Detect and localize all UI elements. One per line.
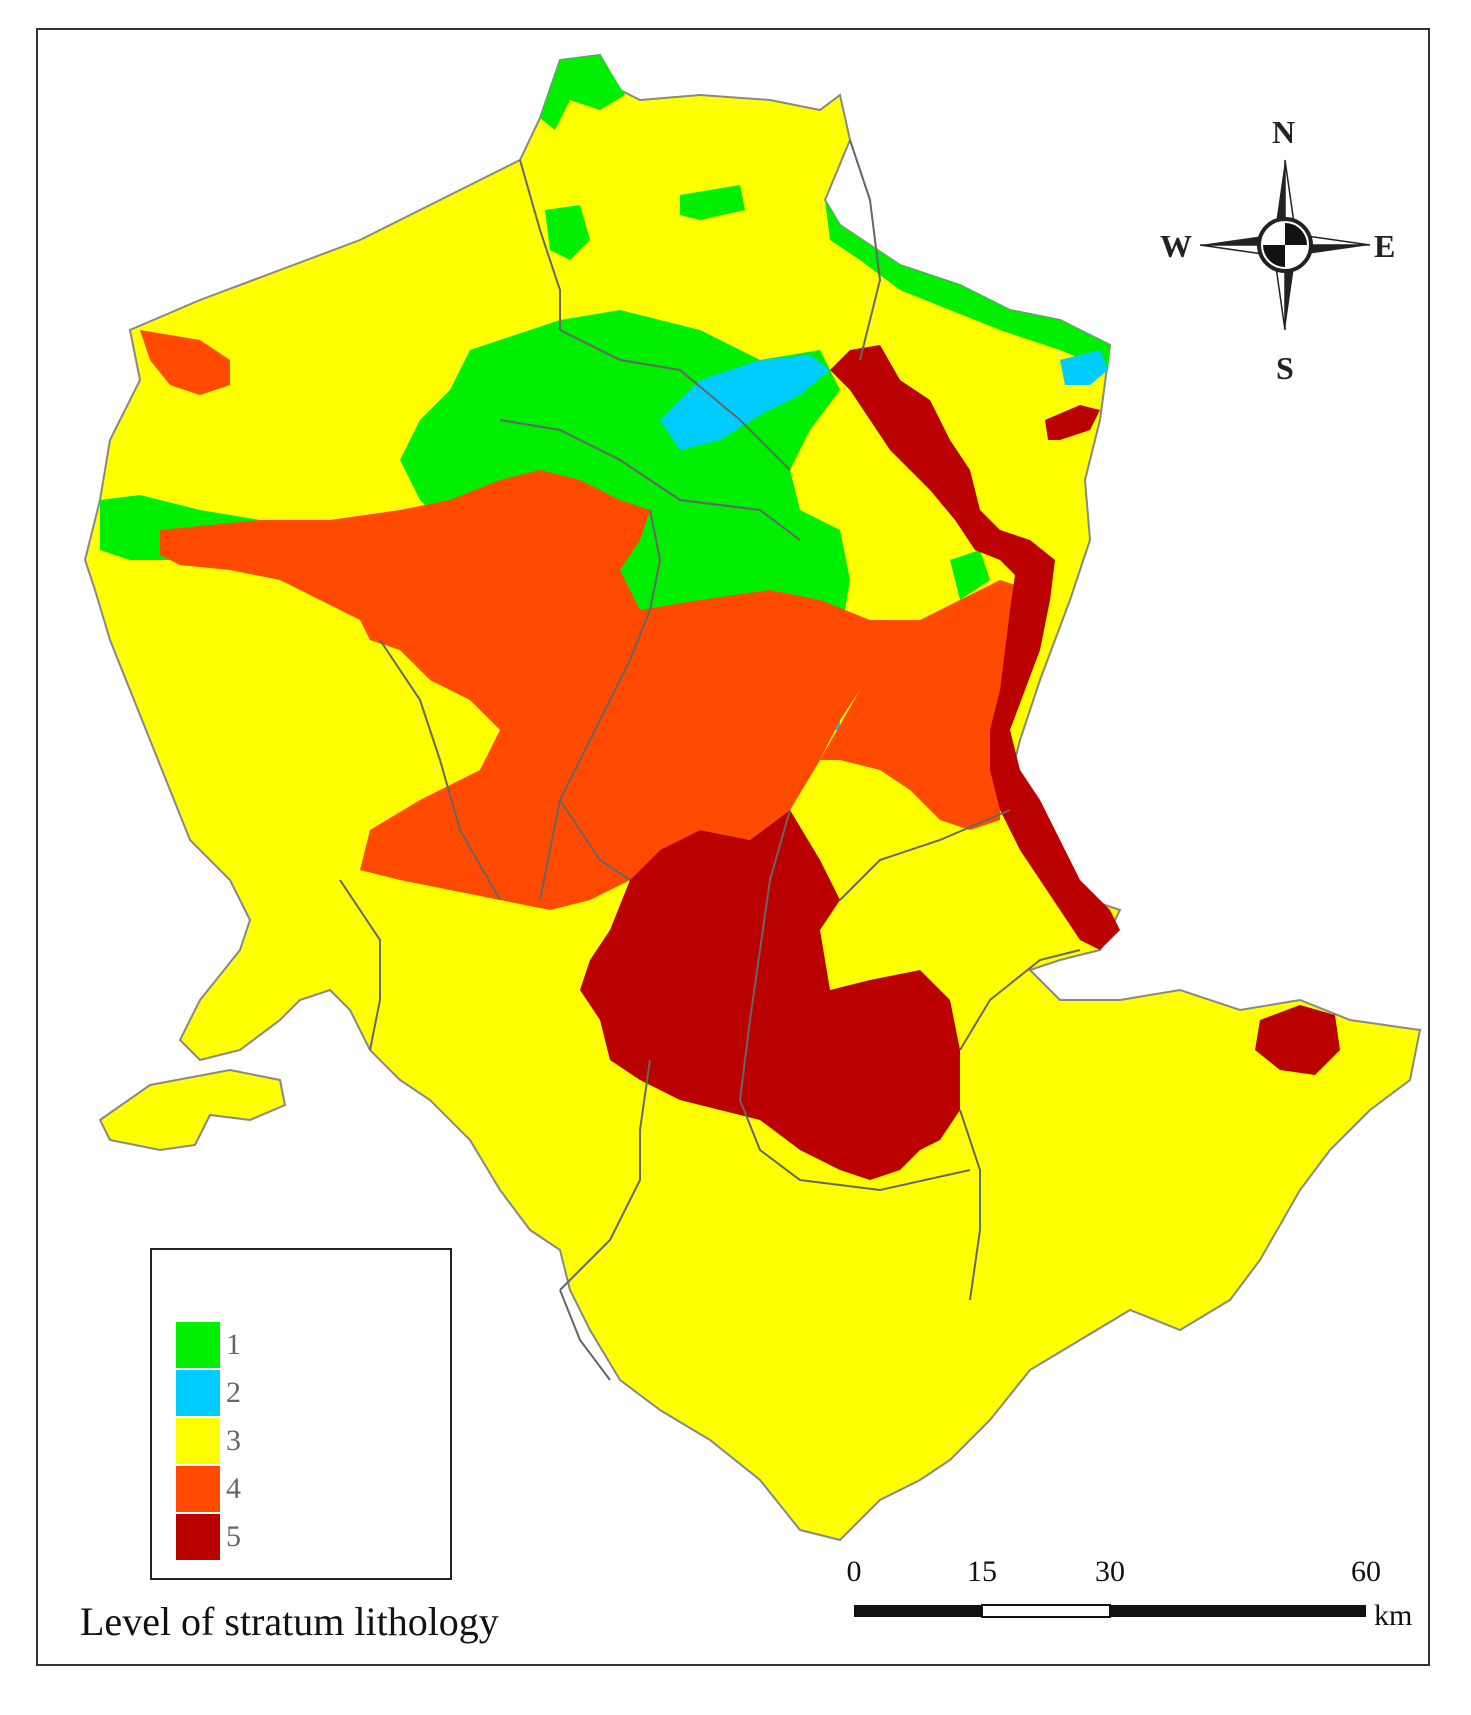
- scale-unit: km: [1374, 1599, 1413, 1632]
- scale-tick-0: 0: [846, 1555, 862, 1588]
- compass-west-label: W: [1160, 228, 1192, 264]
- scale-bar: 0 15 30 60 km: [846, 1555, 1428, 1645]
- region-level-4-main: [160, 470, 880, 910]
- legend-label-4: 4: [226, 1472, 241, 1505]
- legend: 1 2 3 4 5: [150, 1248, 452, 1580]
- admin-boundaries: [339, 139, 1081, 1381]
- region-level-4-east: [820, 580, 1030, 830]
- compass-rose-icon: [1199, 159, 1371, 331]
- legend-label-3: 3: [226, 1424, 241, 1457]
- legend-label-2: 2: [226, 1376, 241, 1409]
- legend-swatch-1: [176, 1322, 220, 1368]
- region-level-3-island: [98, 1068, 287, 1152]
- region-level-4-northwest-patch: [140, 330, 230, 395]
- legend-title: Level of stratum lithology: [80, 1599, 499, 1644]
- region-level-1-east-spot: [950, 550, 990, 600]
- region-level-5-southern: [580, 810, 960, 1180]
- legend-label-5: 5: [226, 1520, 241, 1553]
- legend-swatch-3: [176, 1418, 220, 1464]
- compass-south-label: S: [1276, 350, 1294, 386]
- scale-tick-30: 30: [1095, 1555, 1125, 1588]
- region-level-1-northeast-edge: [825, 200, 1110, 370]
- region-level-2-northeast: [1060, 350, 1108, 385]
- north-arrow-icon: N S W E: [1160, 114, 1400, 386]
- compass-east-label: E: [1374, 228, 1396, 264]
- region-level-1-upper-patch: [545, 205, 590, 260]
- legend-item-3: 3: [176, 1418, 241, 1464]
- legend-item-2: 2: [176, 1370, 241, 1416]
- region-level-2-north: [660, 355, 830, 450]
- legend-item-1: 1: [176, 1322, 241, 1368]
- legend-swatch-2: [176, 1370, 220, 1416]
- scale-tick-15: 15: [967, 1555, 997, 1588]
- legend-item-5: 5: [176, 1514, 241, 1560]
- legend-label-1: 1: [226, 1328, 241, 1361]
- legend-swatch-5: [176, 1514, 220, 1560]
- legend-item-4: 4: [176, 1466, 241, 1512]
- region-level-1-upper-patch-2: [680, 185, 745, 220]
- legend-swatch-4: [176, 1466, 220, 1512]
- compass-north-label: N: [1272, 114, 1296, 150]
- scale-tick-60: 60: [1351, 1555, 1381, 1588]
- region-level-5-northeast-patch: [1045, 405, 1100, 440]
- scale-bar-graphic: [854, 1604, 1366, 1618]
- region-level-1-north-edge: [540, 55, 625, 130]
- region-level-5-far-east: [1255, 1005, 1340, 1075]
